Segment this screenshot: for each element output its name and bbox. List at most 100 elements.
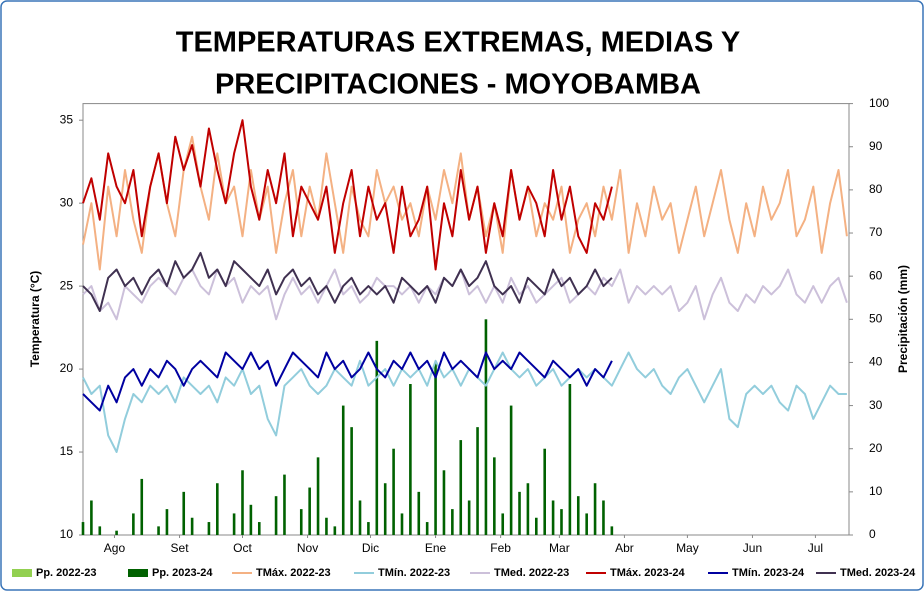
precip-bar	[165, 509, 169, 535]
precip-bar	[308, 487, 311, 535]
y2-axis-title: Precipitación (mm)	[896, 265, 910, 373]
precip-bar	[392, 448, 395, 535]
x-tick-label: Ago	[104, 541, 126, 555]
legend-swatch	[12, 569, 32, 577]
precip-bar	[593, 483, 597, 535]
precip-bar	[610, 526, 614, 535]
precip-bar	[451, 509, 454, 535]
x-tick-label: Ene	[425, 541, 447, 555]
temp-line	[82, 351, 613, 412]
y2-tick-label: 40	[869, 355, 883, 369]
legend-label: TMed. 2023-24	[840, 567, 916, 579]
x-tick-label: Jul	[808, 541, 823, 555]
precip-bar	[216, 483, 219, 535]
y2-tick-label: 20	[869, 441, 883, 455]
precip-bar	[476, 427, 479, 535]
y2-tick-label: 0	[869, 527, 876, 541]
precip-bar	[316, 457, 320, 535]
chart-title: TEMPERATURAS EXTREMAS, MEDIAS Y	[176, 27, 740, 59]
precip-bar	[299, 509, 303, 535]
legend-swatch	[128, 569, 148, 577]
precip-bar	[602, 500, 605, 535]
y-tick-label: 30	[60, 195, 74, 209]
precip-bar	[551, 500, 555, 535]
x-tick-label: Jun	[743, 541, 762, 555]
precip-bar	[518, 491, 521, 535]
legend-label: TMín. 2023-24	[732, 567, 805, 579]
y2-tick-label: 50	[869, 311, 883, 325]
precip-bar	[98, 526, 102, 535]
precip-bar	[459, 440, 463, 535]
x-tick-label: Mar	[549, 541, 570, 555]
precip-bar	[132, 513, 135, 535]
precip-bar	[90, 500, 93, 535]
precip-bar	[325, 517, 328, 535]
chart-title: PRECIPITACIONES - MOYOBAMBA	[215, 69, 701, 101]
y2-tick-label: 60	[869, 268, 883, 282]
legend-label: TMed. 2022-23	[494, 567, 569, 579]
legend-label: TMáx. 2022-23	[256, 567, 331, 579]
precip-bar	[81, 522, 85, 535]
x-tick-label: Feb	[490, 541, 511, 555]
precip-bar	[283, 474, 286, 535]
legend-label: TMáx. 2023-24	[610, 567, 685, 579]
precip-bar	[249, 504, 253, 535]
precip-bar	[509, 405, 513, 535]
y-axis-title: Temperatura (°C)	[28, 271, 42, 368]
precip-bar	[350, 427, 353, 535]
legend-label: TMín. 2022-23	[378, 567, 450, 579]
temp-line	[82, 135, 848, 271]
precip-bar	[501, 513, 505, 535]
precip-bar	[190, 517, 194, 535]
x-tick-label: Dic	[362, 541, 379, 555]
x-tick-label: May	[676, 541, 699, 555]
precip-bar	[493, 457, 496, 535]
y-tick-label: 25	[60, 278, 74, 292]
y2-tick-label: 10	[869, 484, 883, 498]
legend-label: Pp. 2023-24	[152, 567, 213, 579]
temp-line	[82, 251, 613, 312]
y2-tick-label: 100	[869, 96, 889, 110]
precip-bar	[467, 500, 471, 535]
precip-bar	[434, 362, 437, 535]
precip-bar	[409, 384, 412, 535]
temp-line	[82, 119, 613, 271]
y2-tick-label: 90	[869, 139, 883, 153]
temp-line	[82, 351, 847, 453]
precip-bar	[560, 509, 563, 535]
y2-tick-label: 30	[869, 398, 883, 412]
temp-line	[82, 268, 848, 321]
y-tick-label: 10	[60, 527, 74, 541]
y2-tick-label: 70	[869, 225, 883, 239]
precip-bar	[333, 526, 337, 535]
precip-bar	[341, 405, 345, 535]
precip-bar	[367, 522, 370, 535]
precip-bar	[157, 526, 160, 535]
y2-tick-label: 80	[869, 182, 883, 196]
precip-bar	[526, 483, 530, 535]
precip-bar	[140, 478, 144, 535]
y-tick-label: 35	[60, 112, 74, 126]
precip-bar	[257, 522, 261, 535]
precip-bar	[207, 522, 211, 535]
precip-bar	[442, 470, 446, 535]
precip-bar	[425, 522, 429, 535]
x-tick-label: Nov	[297, 541, 318, 555]
precip-bar	[535, 517, 538, 535]
precip-bar	[585, 513, 588, 535]
precip-bar	[576, 496, 580, 535]
precip-bar	[400, 513, 404, 535]
precip-bar	[274, 496, 278, 535]
legend-label: Pp. 2022-23	[36, 567, 97, 579]
precip-bar	[241, 470, 244, 535]
precip-bar	[232, 513, 236, 535]
x-tick-label: Oct	[233, 541, 252, 555]
y-tick-label: 15	[60, 444, 74, 458]
precip-bar	[182, 491, 186, 535]
precip-bar	[417, 491, 421, 535]
precip-bar	[383, 483, 387, 535]
precip-bar	[375, 340, 379, 535]
precip-bar	[484, 319, 488, 535]
